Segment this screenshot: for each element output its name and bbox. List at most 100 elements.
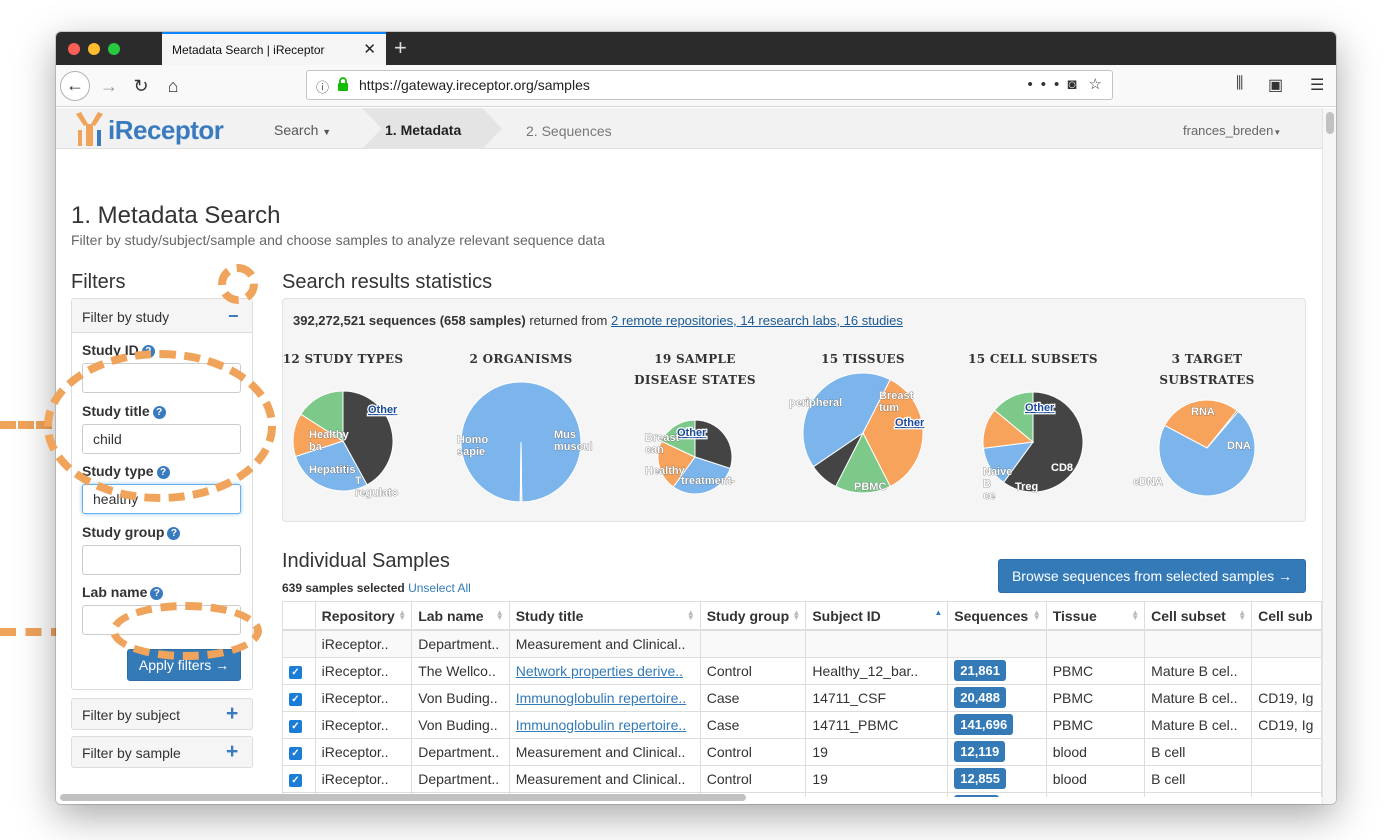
sort-icon[interactable]: ▲ ▼ bbox=[495, 608, 504, 622]
pocket-icon[interactable]: ◙ bbox=[1067, 76, 1077, 93]
column-header[interactable]: Subject ID ▲ bbox=[805, 602, 949, 631]
sidebar-icon[interactable]: ▣ bbox=[1268, 77, 1284, 94]
sequences-badge[interactable]: 141,696 bbox=[954, 714, 1014, 735]
filter-by-sample-panel[interactable]: Filter by sample + bbox=[71, 736, 253, 768]
page-actions-icon[interactable]: •••◙ ☆ bbox=[1027, 76, 1102, 93]
study-title-cell[interactable]: Network properties derive.. bbox=[509, 657, 701, 685]
column-header[interactable]: Cell sub bbox=[1251, 602, 1322, 631]
collapse-minus-icon[interactable]: − bbox=[228, 306, 239, 326]
sort-icon[interactable]: ▲ ▼ bbox=[1032, 608, 1041, 622]
sort-icon[interactable]: ▲ ▼ bbox=[1131, 608, 1140, 622]
search-menu[interactable]: Search ▼ bbox=[274, 122, 331, 138]
pie-slice[interactable] bbox=[294, 440, 368, 492]
pie-slice[interactable] bbox=[1158, 410, 1256, 497]
checkbox-checked-icon[interactable]: ✓ bbox=[289, 693, 302, 706]
pie-slice[interactable] bbox=[660, 419, 696, 458]
table-row[interactable]: ✓ iReceptor.. Von Buding.. Immunoglobulin r… bbox=[283, 684, 1322, 712]
pie-slice[interactable] bbox=[519, 441, 523, 503]
zoom-window-icon[interactable] bbox=[108, 43, 120, 55]
pie-slice[interactable] bbox=[1002, 391, 1084, 493]
close-window-icon[interactable] bbox=[68, 43, 80, 55]
pie-slice[interactable] bbox=[342, 390, 394, 486]
sort-icon[interactable]: ▲ ▼ bbox=[792, 608, 801, 622]
reload-icon[interactable]: ↻ bbox=[133, 76, 149, 96]
column-header[interactable]: Lab name ▲ ▼ bbox=[411, 602, 510, 631]
new-tab-icon[interactable]: + bbox=[394, 35, 407, 60]
column-header[interactable]: Sequences ▲ ▼ bbox=[947, 602, 1047, 631]
unselect-all-link[interactable]: Unselect All bbox=[408, 581, 471, 595]
sequences-cell[interactable]: 8,654 bbox=[947, 792, 1047, 797]
row-checkbox-cell[interactable]: ✓ bbox=[283, 765, 316, 793]
filter-by-study-header[interactable]: Filter by study − bbox=[72, 299, 252, 333]
stats-sources-link[interactable]: 2 remote repositories, 14 research labs,… bbox=[610, 313, 903, 328]
row-checkbox-cell[interactable]: ✓ bbox=[283, 738, 316, 766]
checkbox-checked-icon[interactable]: ✓ bbox=[289, 720, 302, 733]
study-title-cell[interactable]: Immunoglobulin repertoire.. bbox=[509, 684, 701, 712]
info-icon[interactable]: ⓘ bbox=[316, 80, 330, 95]
vertical-scrollbar[interactable] bbox=[1322, 108, 1336, 804]
sequences-cell[interactable]: 12,855 bbox=[947, 765, 1047, 793]
url-bar[interactable]: ⓘ https://gateway.ireceptor.org/samples … bbox=[306, 70, 1113, 100]
filter-by-subject-panel[interactable]: Filter by subject + bbox=[71, 698, 253, 730]
sequences-badge[interactable]: 12,855 bbox=[954, 768, 1006, 789]
study-title-cell[interactable]: Immunoglobulin repertoire.. bbox=[509, 711, 701, 739]
sequences-cell[interactable]: 20,488 bbox=[947, 684, 1047, 712]
column-header[interactable]: Cell subset ▲ ▼ bbox=[1144, 602, 1253, 631]
pie-slice[interactable] bbox=[694, 419, 733, 470]
column-header[interactable]: Tissue ▲ ▼ bbox=[1046, 602, 1146, 631]
study-group-input[interactable] bbox=[82, 545, 241, 575]
row-checkbox-cell[interactable]: ✓ bbox=[283, 711, 316, 739]
study-title-link[interactable]: Immunoglobulin repertoire.. bbox=[515, 716, 687, 733]
library-icon[interactable]: ⫼ bbox=[1236, 75, 1244, 92]
sort-icon[interactable]: ▲ ▼ bbox=[398, 608, 407, 622]
crumb-sequences[interactable]: 2. Sequences bbox=[526, 123, 612, 139]
pie-label[interactable]: Other bbox=[894, 416, 927, 431]
vertical-scroll-thumb[interactable] bbox=[1326, 112, 1334, 134]
sort-icon[interactable]: ▲ bbox=[934, 608, 943, 617]
bookmark-star-icon[interactable]: ☆ bbox=[1088, 76, 1102, 93]
sequences-badge[interactable]: 21,861 bbox=[954, 660, 1006, 681]
sequences-cell[interactable]: 21,861 bbox=[947, 657, 1047, 685]
table-row[interactable]: ✓ iReceptor.. Von Buding.. Immunoglobulin r… bbox=[283, 711, 1322, 739]
pie-slice[interactable] bbox=[802, 372, 891, 468]
column-header[interactable]: Study group ▲ ▼ bbox=[700, 602, 807, 631]
pie-slice[interactable] bbox=[835, 431, 891, 494]
user-menu[interactable]: frances_breden▼ bbox=[1183, 123, 1281, 138]
study-title-link[interactable]: Immunoglobulin repertoire.. bbox=[515, 689, 687, 706]
sequences-badge[interactable]: 20,488 bbox=[954, 687, 1006, 708]
menu-hamburger-icon[interactable]: ☰ bbox=[1310, 77, 1325, 94]
crumb-metadata[interactable]: 1. Metadata bbox=[385, 122, 462, 138]
row-checkbox-cell[interactable] bbox=[283, 630, 316, 658]
pie-slice[interactable] bbox=[672, 456, 731, 495]
pie-label[interactable]: Other bbox=[1024, 401, 1057, 416]
horizontal-scroll-thumb[interactable] bbox=[60, 794, 746, 801]
tab-close-icon[interactable]: ✕ bbox=[363, 41, 376, 58]
sequences-badge[interactable]: 8,654 bbox=[954, 795, 999, 797]
sequences-cell[interactable]: 141,696 bbox=[947, 711, 1047, 739]
sort-icon[interactable]: ▲ ▼ bbox=[686, 608, 695, 622]
browse-sequences-button[interactable]: Browse sequences from selected samples → bbox=[998, 559, 1306, 593]
pie-slice[interactable] bbox=[300, 390, 344, 442]
table-row[interactable]: iReceptor.. Department.. Measurement and C… bbox=[283, 630, 1322, 658]
forward-arrow-icon[interactable]: → bbox=[100, 76, 118, 96]
table-row[interactable]: ✓ iReceptor.. The Wellco.. Network properti… bbox=[283, 657, 1322, 685]
minimize-window-icon[interactable] bbox=[88, 43, 100, 55]
pie-label[interactable]: Other bbox=[367, 403, 400, 418]
checkbox-checked-icon[interactable]: ✓ bbox=[289, 666, 302, 679]
home-icon[interactable]: ⌂ bbox=[167, 76, 179, 96]
expand-plus-icon[interactable]: + bbox=[226, 702, 239, 725]
sequences-cell[interactable]: 12,119 bbox=[947, 738, 1047, 766]
row-checkbox-cell[interactable]: ✓ bbox=[283, 684, 316, 712]
table-row[interactable]: ✓ iReceptor..Department..Measurement and … bbox=[283, 765, 1322, 793]
pie-slice[interactable] bbox=[1163, 399, 1238, 449]
study-title-link[interactable]: Network properties derive.. bbox=[515, 662, 684, 679]
checkbox-checked-icon[interactable]: ✓ bbox=[289, 774, 302, 787]
column-header[interactable]: Study title ▲ ▼ bbox=[509, 602, 701, 631]
pie-label[interactable]: Other bbox=[676, 426, 709, 441]
checkbox-checked-icon[interactable]: ✓ bbox=[289, 747, 302, 760]
pie-slice[interactable] bbox=[993, 391, 1034, 444]
help-icon[interactable]: ? bbox=[167, 527, 181, 540]
help-icon[interactable]: ? bbox=[150, 587, 164, 600]
ireceptor-logo[interactable]: iReceptor bbox=[72, 110, 242, 148]
back-arrow-icon[interactable]: ← bbox=[60, 71, 90, 101]
